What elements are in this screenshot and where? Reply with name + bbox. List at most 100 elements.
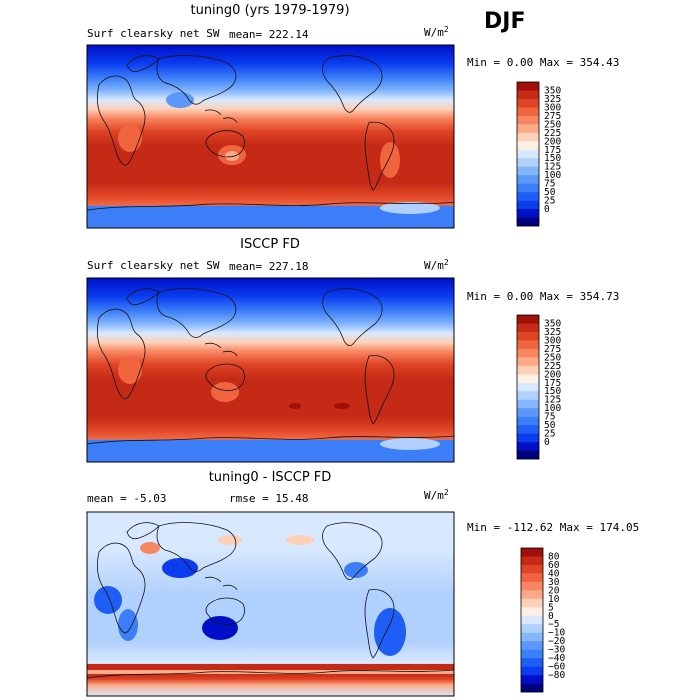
colorbar-cell xyxy=(521,683,543,693)
panel-diff-stats: Min = -112.62 Max = 174.05 xyxy=(467,521,639,534)
colorbar-cell xyxy=(517,141,539,151)
colorbar-cell xyxy=(517,175,539,184)
panel-model-stats: Min = 0.00 Max = 354.43 xyxy=(467,56,619,69)
colorbar-tick-label: −30 xyxy=(548,645,565,656)
colorbar-tick-label: 350 xyxy=(544,318,561,329)
colorbar-tick-label: 50 xyxy=(544,420,556,431)
colorbar-cell xyxy=(517,124,539,134)
colorbar-cell xyxy=(517,132,539,142)
southamerica-land xyxy=(380,142,400,178)
panel-diff-title: tuning0 - ISCCP FD xyxy=(209,470,332,485)
colorbar-cell xyxy=(517,425,539,434)
colorbar-cell xyxy=(521,658,543,667)
colorbar-cell xyxy=(517,82,539,91)
africa-land xyxy=(118,124,142,152)
panel-model-units: W/m2 xyxy=(424,25,449,39)
colorbar-cell xyxy=(521,632,543,642)
colorbar-tick-label: 325 xyxy=(544,327,561,338)
colorbar-cell xyxy=(521,573,543,583)
colorbar-tick-label: 40 xyxy=(548,568,560,579)
colorbar-cell xyxy=(517,149,539,159)
colorbar-cell xyxy=(517,365,539,375)
colorbar-cell xyxy=(521,666,543,676)
colorbar-cell xyxy=(517,331,539,341)
panel-obs-map xyxy=(87,278,454,462)
colorbar-tick-label: 0 xyxy=(544,437,550,448)
panel-model-map xyxy=(87,45,454,228)
colorbar-tick-label: 275 xyxy=(544,111,561,122)
panel-obs-label: Surf clearsky net SW xyxy=(87,259,220,272)
colorbar-tick-label: 200 xyxy=(544,136,561,147)
colorbar-cell xyxy=(517,217,539,227)
colorbar-cell xyxy=(517,115,539,125)
colorbar-tick-label: 350 xyxy=(544,85,561,96)
colorbar-tick-label: −60 xyxy=(548,662,565,673)
colorbar-tick-label: 50 xyxy=(544,187,556,198)
colorbar-cell xyxy=(517,340,539,350)
colorbar-cell xyxy=(517,357,539,367)
panel-diff-frame xyxy=(86,511,455,697)
colorbar-cell xyxy=(521,607,543,617)
colorbar-tick-label: 100 xyxy=(544,403,561,414)
colorbar-tick-label: 250 xyxy=(544,352,561,363)
colorbar-tick-label: 100 xyxy=(544,170,561,181)
colorbar-cell xyxy=(517,315,539,324)
colorbar-tick-label: −80 xyxy=(548,670,565,681)
panel-diff-mean: mean = -5.03 xyxy=(87,492,166,505)
colorbar-cell xyxy=(517,107,539,117)
colorbar-cell xyxy=(521,649,543,659)
colorbar-frame xyxy=(516,314,540,460)
colorbar-tick-label: 225 xyxy=(544,128,561,139)
panel-diff: tuning0 - ISCCP FD mean = -5.03 rmse = 1… xyxy=(86,470,639,697)
colorbar-tick-label: −20 xyxy=(548,636,565,647)
colorbar-tick-label: 225 xyxy=(544,361,561,372)
diff-blob-australia xyxy=(202,616,238,640)
colorbar-cell xyxy=(517,382,539,392)
colorbar-cell xyxy=(521,624,543,634)
season-label: DJF xyxy=(484,9,525,34)
colorbar-tick-label: 175 xyxy=(544,378,561,389)
colorbar-cell xyxy=(517,450,539,460)
colorbar-tick-label: 150 xyxy=(544,386,561,397)
colorbar-tick-label: −10 xyxy=(548,628,565,639)
australia-land-obs xyxy=(211,382,239,402)
colorbar-cell xyxy=(517,209,539,218)
colorbar-tick-label: 0 xyxy=(544,204,550,215)
panel-diff-rmse: rmse = 15.48 xyxy=(229,492,308,505)
panel-obs-frame xyxy=(86,277,455,463)
colorbar-cell xyxy=(521,615,543,625)
colorbar-tick-label: 30 xyxy=(548,577,560,588)
colorbar-cell xyxy=(521,598,543,608)
colorbar-cell xyxy=(517,200,539,210)
colorbar-tick-label: 0 xyxy=(548,611,554,622)
colorbar-tick-label: 300 xyxy=(544,335,561,346)
colorbar-tick-label: 75 xyxy=(544,179,555,190)
colorbar-tick-label: −5 xyxy=(548,619,559,630)
colorbar-tick-label: 25 xyxy=(544,196,555,207)
colorbar-cell xyxy=(517,374,539,384)
colorbar-tick-label: 5 xyxy=(548,602,554,613)
colorbar-cell xyxy=(517,416,539,426)
panel-model-label: Surf clearsky net SW xyxy=(87,27,220,40)
colorbar-tick-label: 200 xyxy=(544,369,561,380)
colorbar-cell xyxy=(521,675,543,684)
colorbar-tick-label: 125 xyxy=(544,395,561,406)
colorbar-tick-label: 75 xyxy=(544,412,555,423)
panel-model-mean: mean= 222.14 xyxy=(229,28,309,41)
panel-model-frame xyxy=(86,44,455,229)
colorbar-cell xyxy=(521,564,543,574)
panel-diff-units: W/m2 xyxy=(424,488,449,502)
colorbar-cell xyxy=(521,641,543,650)
colorbar-tick-label: 20 xyxy=(548,585,560,596)
colorbar-cell xyxy=(517,323,539,333)
panel-model: tuning0 (yrs 1979-1979) Surf clearsky ne… xyxy=(86,3,619,229)
colorbar-tick-label: 80 xyxy=(548,551,560,562)
colorbar-cell xyxy=(517,348,539,358)
colorbar-cell xyxy=(517,433,539,443)
colorbar-tick-label: 150 xyxy=(544,153,561,164)
colorbar-tick-label: 60 xyxy=(548,560,560,571)
colorbar-cell xyxy=(517,166,539,176)
